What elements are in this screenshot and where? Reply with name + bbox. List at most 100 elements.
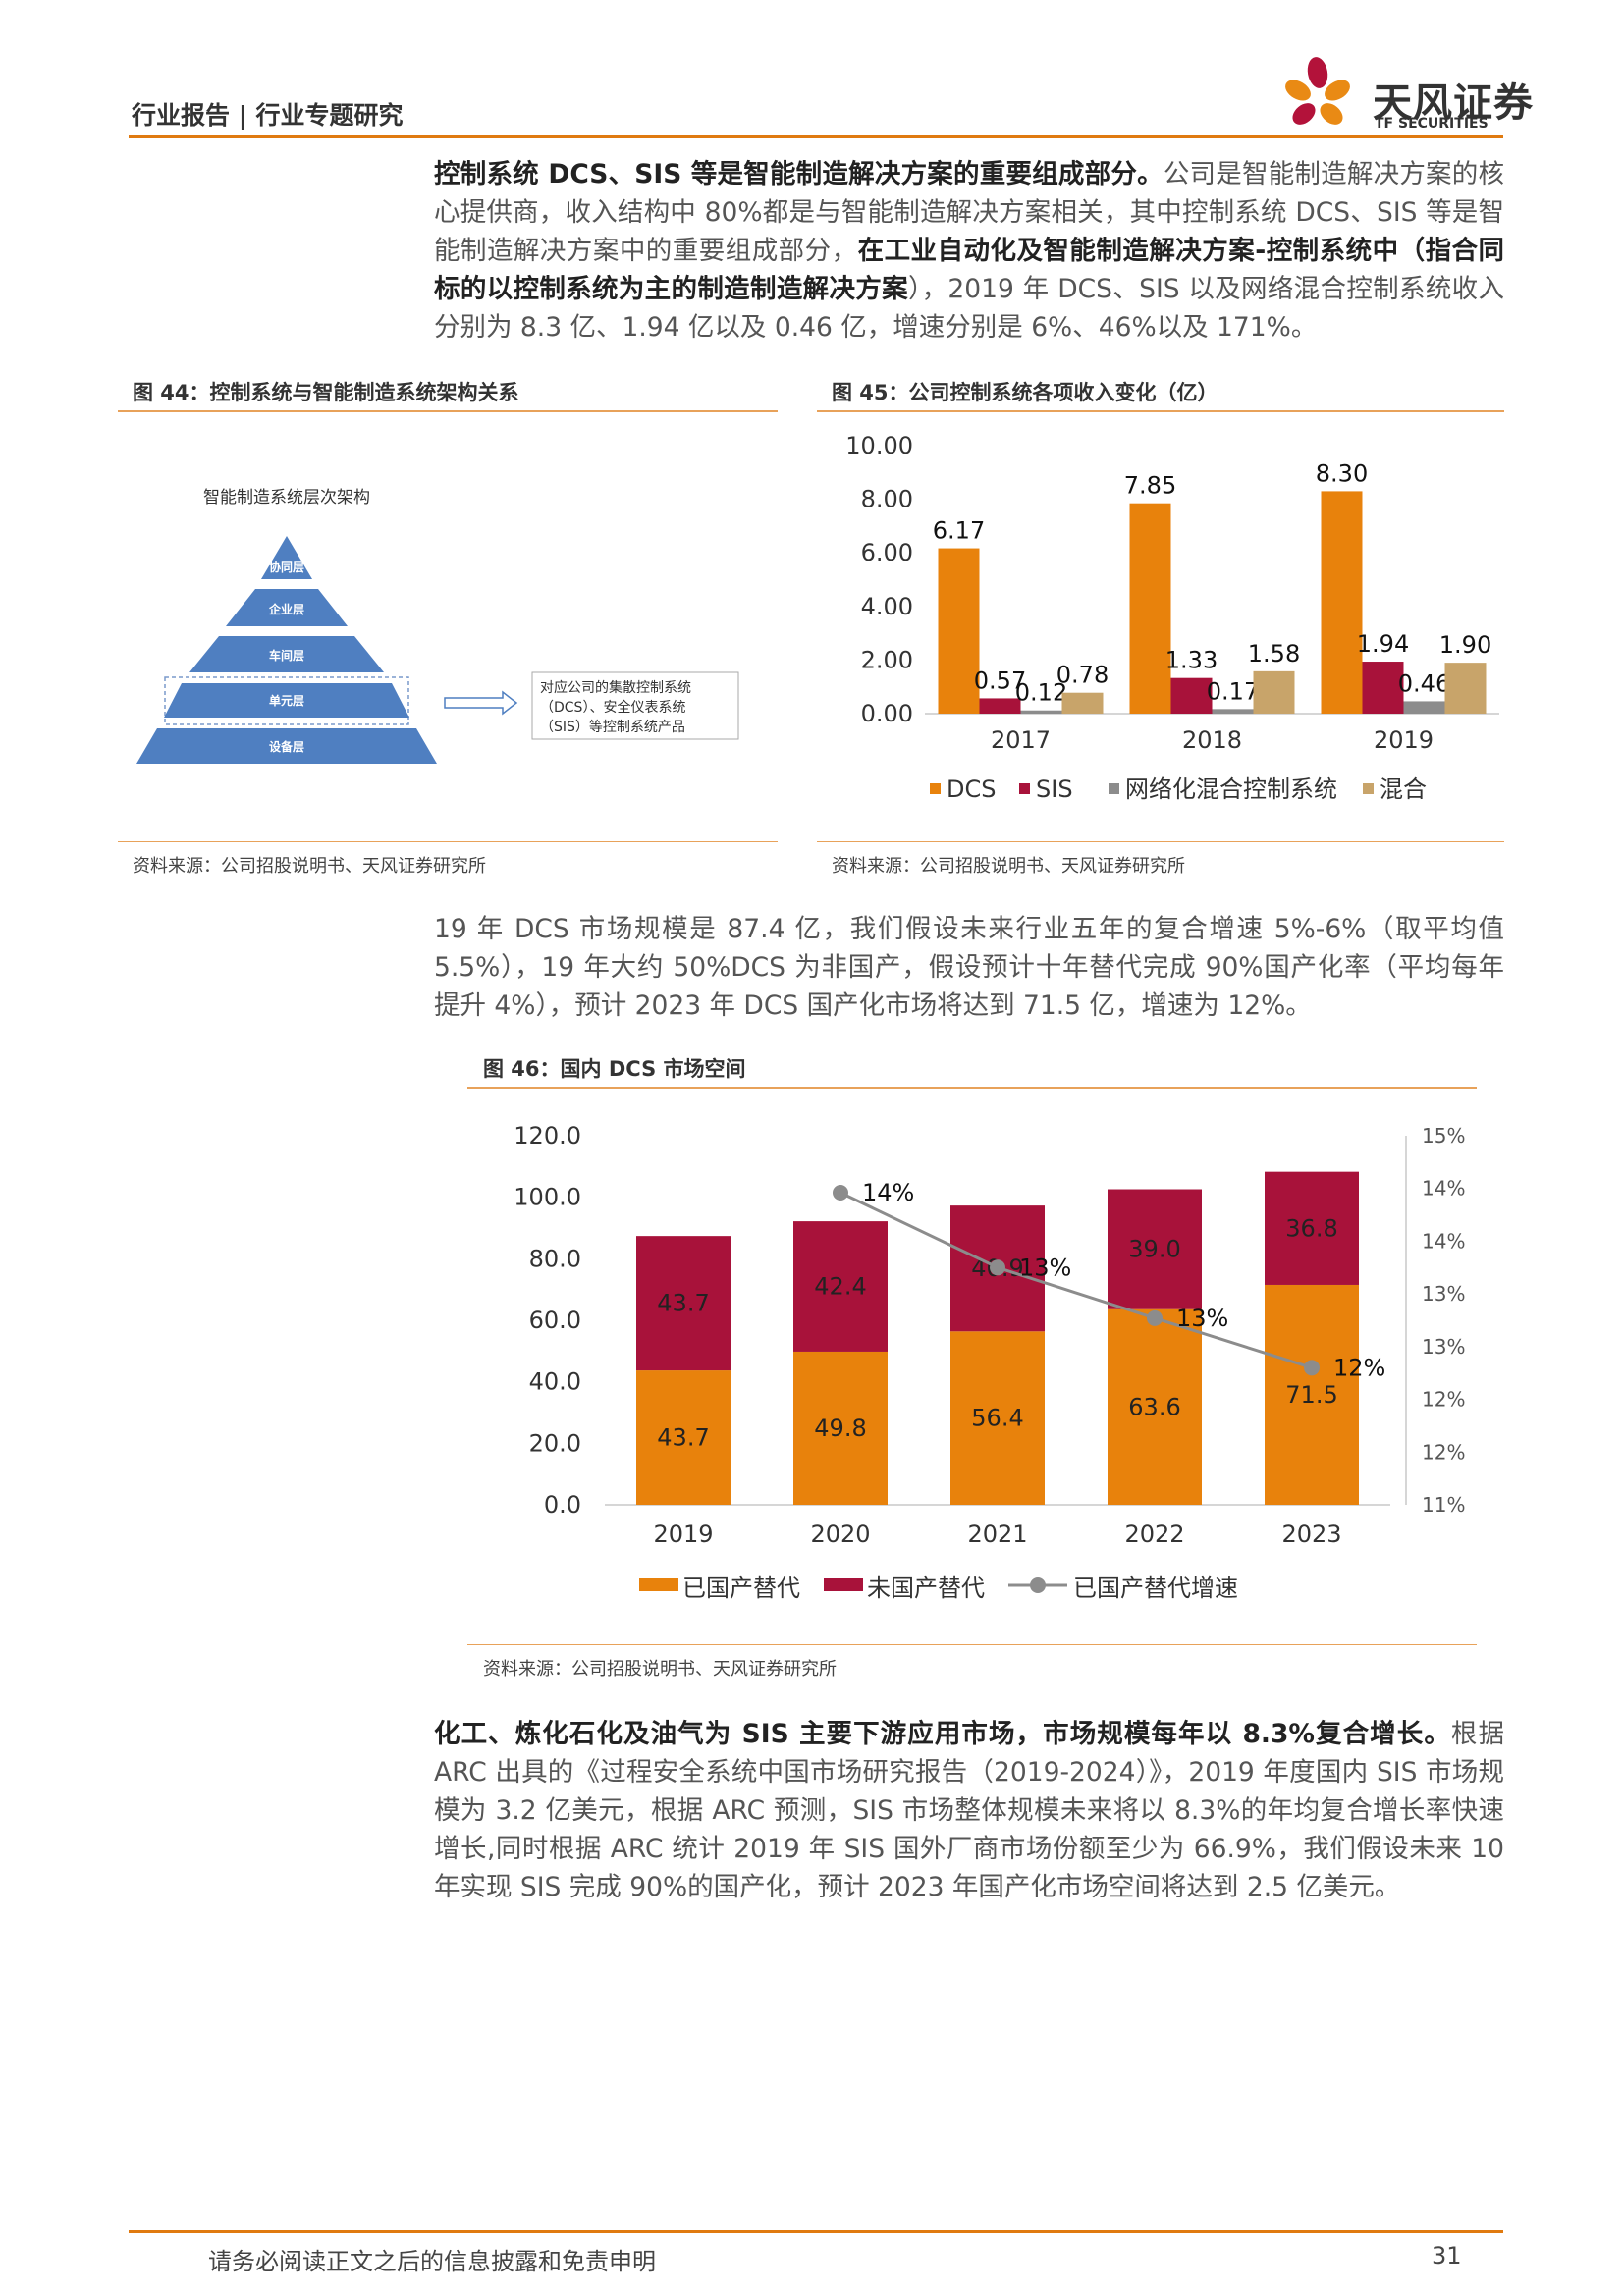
fig45-data-label: 0.17 [1207,677,1259,705]
fig46-growth-line [839,1191,1313,1369]
fig46-legend-label: 已国产替代增速 [1073,1575,1238,1602]
fig45-data-label: 6.17 [933,517,985,545]
fig45-bar [1321,491,1363,714]
fig44-source: 资料来源：公司招股说明书、天风证券研究所 [133,856,486,877]
arrow-icon [444,690,518,716]
fig45-xtick-label: 2019 [1374,726,1434,754]
fig45-data-label: 1.58 [1248,640,1300,667]
fig46-growth-label: 14% [862,1179,914,1206]
fig46-growth-point [1147,1309,1163,1326]
fig45-xtick-label: 2018 [1182,726,1242,754]
fig46-growth-label: 13% [1019,1254,1071,1281]
note-line-2: （DCS）、安全仪表系统 [540,699,685,716]
fig46-data-label: 71.5 [1285,1381,1337,1409]
fig45-bar [1444,663,1487,714]
fig44-diagram: 智能制造系统层次架构 协同层 企业层 车间层 单元层 设备层 对应公司的集散控制… [136,488,739,764]
fig46-ytick-label: 60.0 [529,1307,581,1334]
fig46-bottom-rule [467,1644,1477,1645]
fig46-legend-swatch [824,1578,863,1591]
fig45-bar [1170,677,1213,714]
fig45-bar [938,548,980,714]
fig45-title: 图 45：公司控制系统各项收入变化（亿） [832,381,1218,404]
fig46-growth-point [833,1185,848,1201]
fig46-data-label: 43.7 [657,1290,709,1317]
fig45-legend-label: DCS [947,775,996,803]
unit-layer-highlight [164,676,409,725]
pyramid-layer-collab [261,536,312,579]
fig46-data-label: 39.0 [1128,1236,1180,1263]
fig44-top-rule [118,410,778,412]
fig45-bar [979,698,1021,714]
header-divider [129,135,1503,138]
fig45-ytick-label: 6.00 [861,539,913,566]
logo-petals [1285,57,1350,125]
fig45-legend-swatch [930,783,941,794]
fig46-bar-segment [1108,1189,1202,1309]
fig46-growth-label: 13% [1176,1305,1228,1332]
fig46-y2tick-label: 12% [1422,1440,1465,1464]
pyramid-layer-unit [164,683,409,718]
fig46-bar-segment [1265,1284,1359,1505]
fig46-legend-swatch [639,1578,678,1591]
fig45-data-label: 8.30 [1316,459,1368,487]
fig46-bar-segment [950,1331,1045,1505]
para3-text: 根据 ARC 出具的《过程安全系统中国市场研究报告（2019-2024）》，20… [434,1719,1504,1902]
pyramid-layer-device [136,728,437,764]
fig45-data-label: 7.85 [1124,472,1176,500]
report-section-label: 行业报告 | 行业专题研究 [132,101,404,130]
fig46-source: 资料来源：公司招股说明书、天风证券研究所 [483,1659,837,1680]
fig46-data-label: 43.7 [657,1424,709,1452]
para1-text-2: ），2019 年 DCS、SIS 以及网络混合控制系统收入分别为 8.3 亿、1… [434,274,1505,343]
fig45-data-label: 0.57 [974,667,1026,694]
paragraph-3: 化工、炼化石化及油气为 SIS 主要下游应用市场，市场规模每年以 8.3%复合增… [434,1715,1504,1906]
fig46-data-label: 42.4 [814,1273,866,1301]
fig46-legend-label: 未国产替代 [867,1575,985,1602]
fig45-ytick-label: 8.00 [861,486,913,513]
fig46-bar-segment [636,1370,731,1505]
fig46-legend-label: 已国产替代 [682,1575,800,1602]
fig45-bar [1129,503,1171,714]
layer-label-device: 设备层 [269,739,304,754]
footer-divider [129,2230,1503,2233]
fig46-bar-segment [793,1221,888,1352]
fig46-y2tick-label: 13% [1422,1335,1465,1359]
fig45-ytick-label: 4.00 [861,593,913,620]
fig46-bar-segment [1265,1171,1359,1285]
fig45-bar [1020,710,1062,714]
fig46-data-label: 56.4 [971,1405,1023,1432]
fig45-data-label: 0.46 [1398,669,1450,697]
fig46-xtick-label: 2022 [1124,1521,1184,1548]
fig46-chart: 0.0 20.0 40.0 60.0 80.0 100.0 120.0 11% 12% 12% 13… [514,1122,1465,1602]
note-line-3: （SIS）等控制系统产品 [540,719,685,735]
logo-text-en: TF SECURITIES [1375,116,1489,132]
fig45-legend-label: SIS [1036,775,1073,803]
fig46-data-label: 49.8 [814,1415,866,1442]
fig46-xtick-label: 2019 [653,1521,713,1548]
fig46-xtick-label: 2023 [1281,1521,1341,1548]
paragraph-1: 控制系统 DCS、SIS 等是智能制造解决方案的重要组成部分。公司是智能制造解决… [434,155,1504,347]
fig45-ytick-label: 10.00 [845,432,913,459]
fig44-bottom-rule [118,841,778,842]
fig46-top-rule [467,1087,1477,1089]
para1-bold-lead: 控制系统 DCS、SIS 等是智能制造解决方案的重要组成部分。 [434,159,1164,189]
fig46-ytick-label: 120.0 [514,1122,581,1149]
fig46-bar-segment [636,1236,731,1371]
fig45-legend-label: 混合 [1380,775,1427,803]
fig46-y2tick-label: 13% [1422,1282,1465,1306]
fig46-growth-point [990,1259,1005,1276]
fig45-legend-swatch [1363,783,1374,794]
fig45-legend-label: 网络化混合控制系统 [1125,775,1337,803]
fig45-bar [1212,709,1254,714]
fig45-bar [1403,701,1445,714]
layer-label-unit: 单元层 [269,693,304,708]
fig46-y2tick-label: 12% [1422,1388,1465,1412]
pyramid-layer-workshop [189,636,384,672]
fig45-top-rule [817,410,1504,412]
fig46-bar-segment [793,1351,888,1505]
fig45-data-label: 0.78 [1056,662,1109,689]
fig45-bar [1362,662,1404,714]
logo-text-cn: 天风证券 [1373,80,1534,126]
fig45-source: 资料来源：公司招股说明书、天风证券研究所 [832,856,1185,877]
layer-label-workshop: 车间层 [269,648,304,663]
para1-text-1: 公司是智能制造解决方案的核心提供商，收入结构中 80%都是与智能制造解决方案相关… [434,159,1504,266]
